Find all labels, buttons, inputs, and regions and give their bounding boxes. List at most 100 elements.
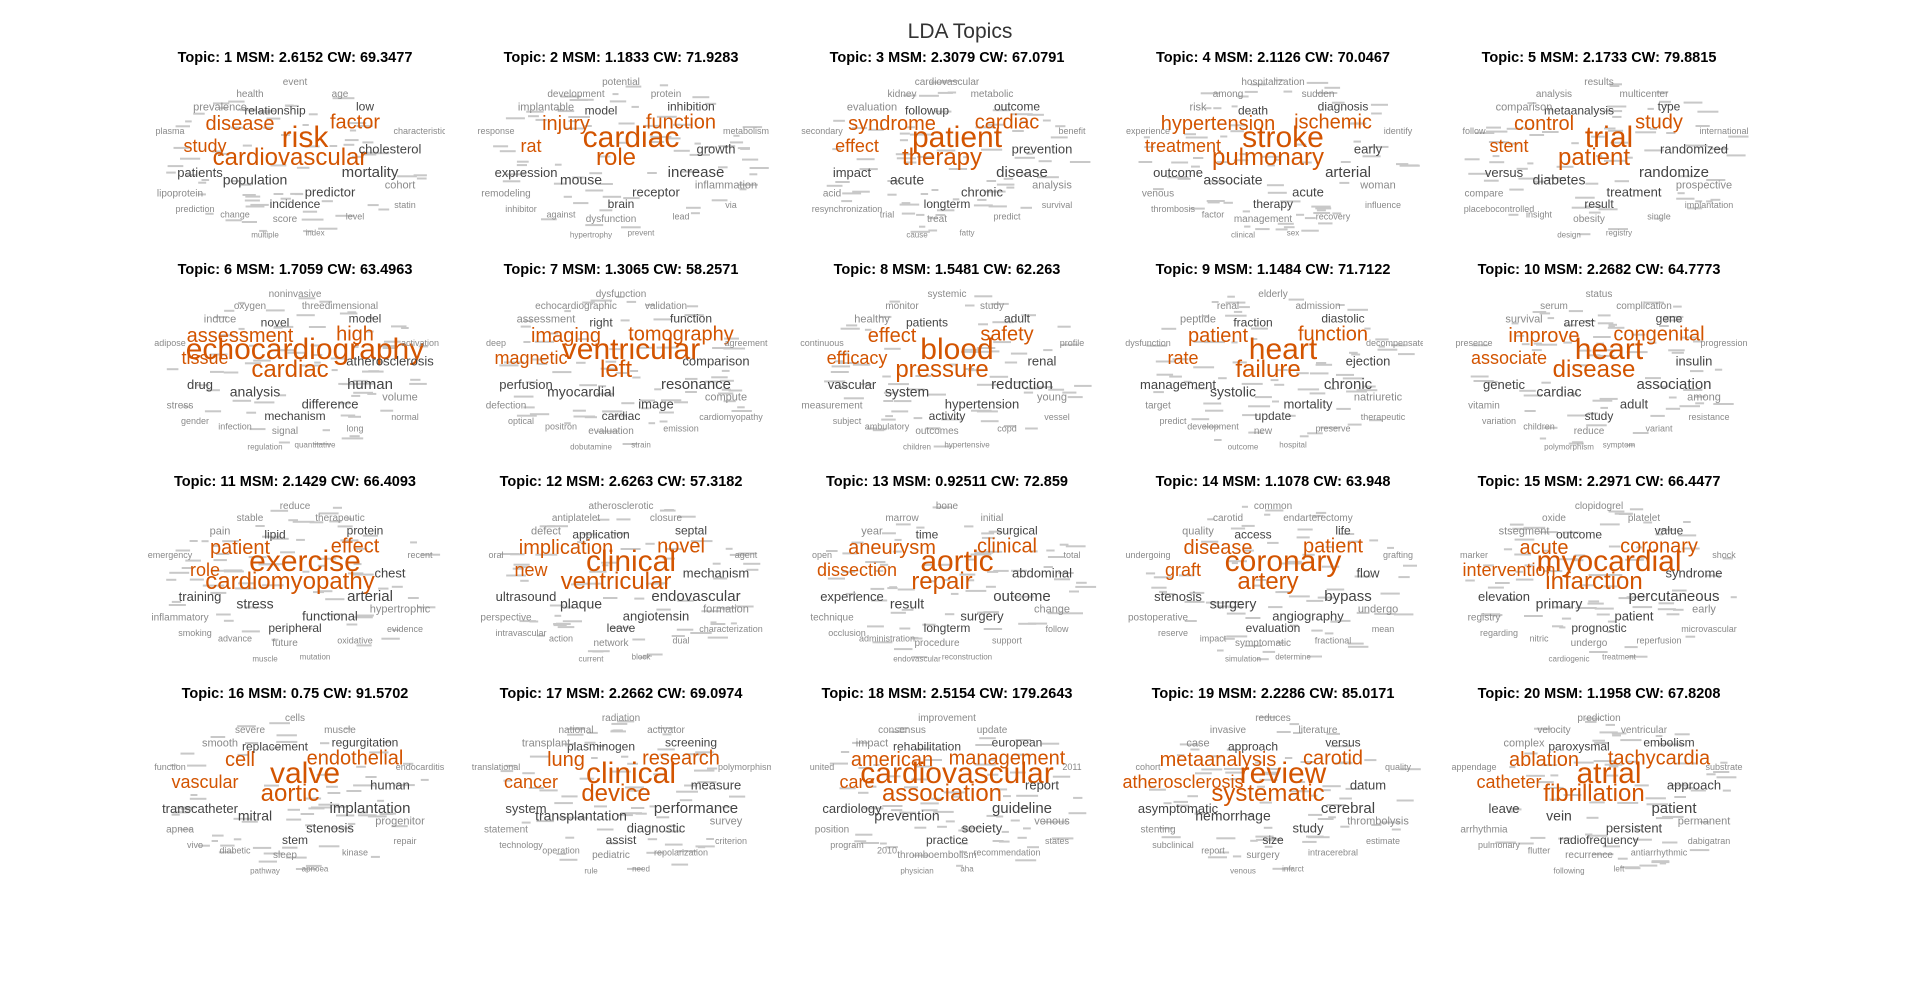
filler-word-mark [407, 597, 419, 599]
filler-word-mark [503, 779, 512, 782]
filler-word-mark [1311, 629, 1323, 632]
filler-word-mark [237, 108, 257, 111]
filler-word-mark [1332, 212, 1342, 215]
cloud-word: relationship [244, 103, 306, 117]
cloud-word: therapeutic [315, 513, 364, 524]
filler-word-mark [216, 613, 231, 616]
filler-word-mark [1048, 388, 1065, 391]
filler-word-mark [1012, 130, 1024, 132]
cloud-word: left [600, 356, 632, 383]
filler-word-mark [1524, 615, 1543, 617]
filler-word-mark [1568, 442, 1584, 445]
filler-word-mark [1336, 407, 1351, 410]
cloud-word: function [670, 312, 712, 326]
cloud-word: new [514, 560, 548, 580]
filler-word-mark [284, 104, 294, 107]
filler-word-mark [1726, 154, 1746, 157]
filler-word-mark [914, 765, 933, 768]
filler-word-mark [689, 153, 710, 156]
cloud-word: defection [486, 400, 527, 411]
filler-word-mark [1403, 564, 1417, 567]
cloud-word: fraction [1233, 315, 1272, 329]
filler-word-mark [1287, 414, 1296, 417]
filler-word-mark [1172, 358, 1187, 361]
filler-word-mark [327, 792, 341, 794]
filler-word-mark [565, 836, 575, 839]
filler-word-mark [928, 217, 938, 220]
filler-word-mark [1664, 319, 1683, 322]
filler-word-mark [671, 635, 685, 637]
filler-word-mark [349, 435, 360, 438]
filler-word-mark [937, 825, 947, 828]
filler-word-mark [622, 443, 638, 445]
filler-word-mark [605, 360, 617, 363]
filler-word-mark [552, 371, 572, 374]
filler-word-mark [329, 145, 338, 147]
filler-word-mark [685, 753, 706, 756]
filler-word-mark [189, 797, 207, 800]
cloud-word: serum [1540, 301, 1568, 312]
filler-word-mark [547, 525, 568, 528]
filler-word-mark [945, 820, 955, 823]
cloud-word: update [977, 725, 1008, 736]
filler-word-mark [1357, 389, 1378, 392]
filler-word-mark [1241, 382, 1263, 385]
filler-word-mark [1521, 343, 1530, 346]
filler-word-mark [1309, 372, 1329, 375]
filler-word-mark [1207, 201, 1220, 204]
filler-word-mark [1683, 101, 1703, 104]
filler-word-mark [1167, 176, 1189, 179]
filler-word-mark [967, 579, 975, 582]
filler-word-mark [1501, 598, 1520, 601]
filler-word-mark [181, 405, 190, 408]
filler-word-mark [1612, 115, 1622, 118]
filler-word-mark [1336, 373, 1354, 376]
filler-word-mark [928, 580, 937, 583]
cloud-word: procedure [914, 638, 959, 649]
filler-word-mark [1340, 161, 1351, 163]
filler-word-mark [504, 361, 524, 364]
filler-word-mark [1716, 776, 1737, 779]
filler-word-mark [1585, 833, 1593, 836]
filler-word-mark [829, 762, 848, 765]
filler-word-mark [735, 605, 754, 608]
filler-word-mark [1674, 733, 1690, 736]
filler-word-mark [952, 198, 960, 201]
filler-word-mark [1486, 130, 1508, 133]
filler-word-mark [646, 582, 664, 585]
filler-word-mark [1608, 325, 1615, 328]
filler-word-mark [621, 402, 635, 405]
topic-panel: Topic: 18 MSM: 2.5154 CW: 179.2643 cardio… [797, 686, 1097, 886]
filler-word-mark [1191, 165, 1200, 168]
filler-word-mark [616, 372, 627, 374]
filler-word-mark [297, 357, 305, 359]
topic-panel: Topic: 4 MSM: 2.1126 CW: 70.0467 stroke pu… [1123, 50, 1423, 250]
filler-word-mark [410, 541, 417, 544]
filler-word-mark [1256, 658, 1269, 661]
cloud-word: value [1655, 524, 1684, 538]
filler-word-mark [1256, 838, 1278, 841]
filler-word-mark [258, 860, 277, 863]
filler-word-mark [889, 586, 897, 589]
filler-word-mark [842, 552, 858, 555]
cloud-word: increase [668, 164, 725, 181]
filler-word-mark [724, 337, 739, 340]
filler-word-mark [891, 809, 903, 812]
filler-word-mark [987, 773, 999, 776]
filler-word-mark [599, 209, 613, 212]
cloud-word: new [1254, 426, 1273, 437]
filler-word-mark [266, 117, 281, 120]
cloud-word: elevation [1478, 589, 1530, 604]
filler-word-mark [1509, 523, 1524, 526]
cloud-word: diagnostic [627, 820, 686, 835]
filler-word-mark [1204, 341, 1225, 344]
filler-word-mark [1597, 314, 1611, 317]
filler-word-mark [506, 574, 526, 577]
cloud-word: muscle [252, 655, 278, 664]
filler-word-mark [1265, 509, 1284, 512]
topic-title: Topic: 2 MSM: 1.1833 CW: 71.9283 [503, 50, 739, 66]
cloud-word: deep [486, 338, 506, 348]
filler-word-mark [1594, 607, 1614, 610]
filler-word-mark [1678, 534, 1697, 537]
filler-word-mark [296, 314, 315, 317]
